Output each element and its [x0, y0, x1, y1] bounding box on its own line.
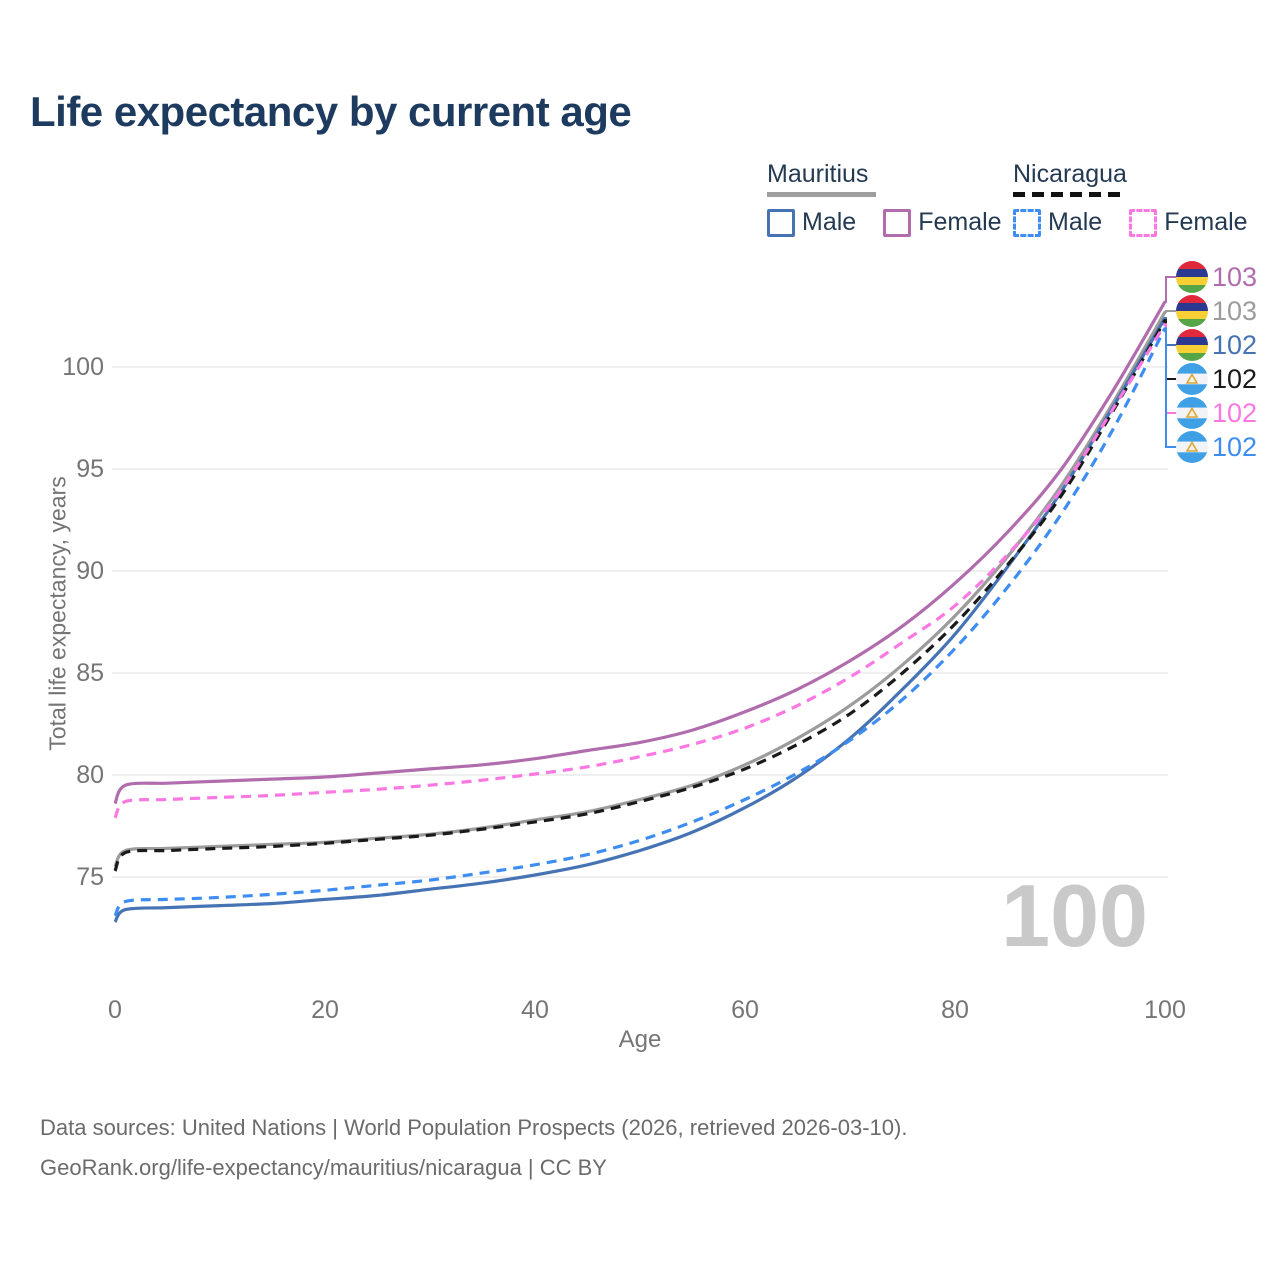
checkbox-mauritius-male[interactable]: [767, 208, 795, 237]
x-tick-100: 100: [1144, 996, 1186, 1024]
y-axis-title: Total life expectancy, years: [44, 476, 71, 751]
end-label-nicaragua-both: 102: [1212, 364, 1257, 394]
legend-label-nicaragua-male: Male: [1048, 208, 1103, 236]
legend-label-mauritius-female: Female: [918, 208, 1002, 236]
x-tick-0: 0: [108, 996, 122, 1024]
flag-mauritius-icon: [1176, 295, 1208, 327]
y-tick-80: 80: [76, 761, 104, 789]
series-line-mauritius-female: [113, 300, 1167, 805]
checkbox-nicaragua-female[interactable]: [1129, 208, 1158, 237]
footer-attribution: GeoRank.org/life-expectancy/mauritius/ni…: [40, 1155, 607, 1180]
end-label-nicaragua-male: 102: [1212, 432, 1257, 462]
legend-item-nicaragua-male[interactable]: Male: [1013, 208, 1102, 237]
footer: Data sources: United Nations | World Pop…: [40, 1108, 907, 1188]
footer-data-sources: Data sources: United Nations | World Pop…: [40, 1115, 908, 1140]
y-tick-85: 85: [76, 659, 104, 687]
flag-nicaragua-icon: [1176, 431, 1208, 463]
legend-linestyle-solid-sample: [767, 192, 876, 197]
series-line-nicaragua-both: [113, 319, 1167, 872]
legend-linestyle-dashed-sample: [1013, 192, 1126, 197]
legend-label-mauritius-male: Male: [802, 208, 857, 236]
x-tick-20: 20: [311, 996, 339, 1024]
age-counter-watermark: 100: [1001, 866, 1148, 965]
checkbox-nicaragua-male[interactable]: [1013, 208, 1041, 237]
leader-line-mauritius-both: [1164, 310, 1178, 313]
flag-nicaragua-icon: [1176, 397, 1208, 429]
end-label-mauritius-both: 103: [1212, 296, 1257, 326]
flag-nicaragua-icon: [1176, 363, 1208, 395]
series-line-nicaragua-male: [113, 327, 1167, 917]
legend-group-mauritius: Mauritius Male Female: [767, 160, 1002, 237]
page-title: Life expectancy by current age: [30, 88, 632, 135]
series-line-mauritius-male: [113, 317, 1167, 923]
flag-mauritius-icon: [1176, 261, 1208, 293]
legend-item-mauritius-female[interactable]: Female: [883, 208, 1002, 237]
y-tick-100: 100: [62, 353, 104, 381]
x-tick-40: 40: [521, 996, 549, 1024]
leader-line-nicaragua-male: [1164, 327, 1178, 448]
legend-country-nicaragua: Nicaragua: [1013, 160, 1127, 188]
x-axis-title: Age: [618, 1026, 662, 1053]
end-label-mauritius-male: 102: [1212, 330, 1257, 360]
leader-line-mauritius-female: [1164, 276, 1178, 303]
legend-country-mauritius: Mauritius: [767, 160, 869, 188]
x-tick-60: 60: [731, 996, 759, 1024]
end-label-nicaragua-female: 102: [1212, 398, 1257, 428]
end-label-mauritius-female: 103: [1212, 262, 1257, 292]
legend-label-nicaragua-female: Female: [1164, 208, 1248, 236]
flag-mauritius-icon: [1176, 329, 1208, 361]
legend-item-nicaragua-female[interactable]: Female: [1129, 208, 1248, 237]
legend-item-mauritius-male[interactable]: Male: [767, 208, 856, 237]
y-tick-75: 75: [76, 863, 104, 891]
legend-group-nicaragua: Nicaragua Male Female: [1013, 160, 1248, 237]
y-tick-95: 95: [76, 455, 104, 483]
checkbox-mauritius-female[interactable]: [883, 208, 912, 237]
x-tick-80: 80: [941, 996, 969, 1024]
y-tick-90: 90: [76, 557, 104, 585]
